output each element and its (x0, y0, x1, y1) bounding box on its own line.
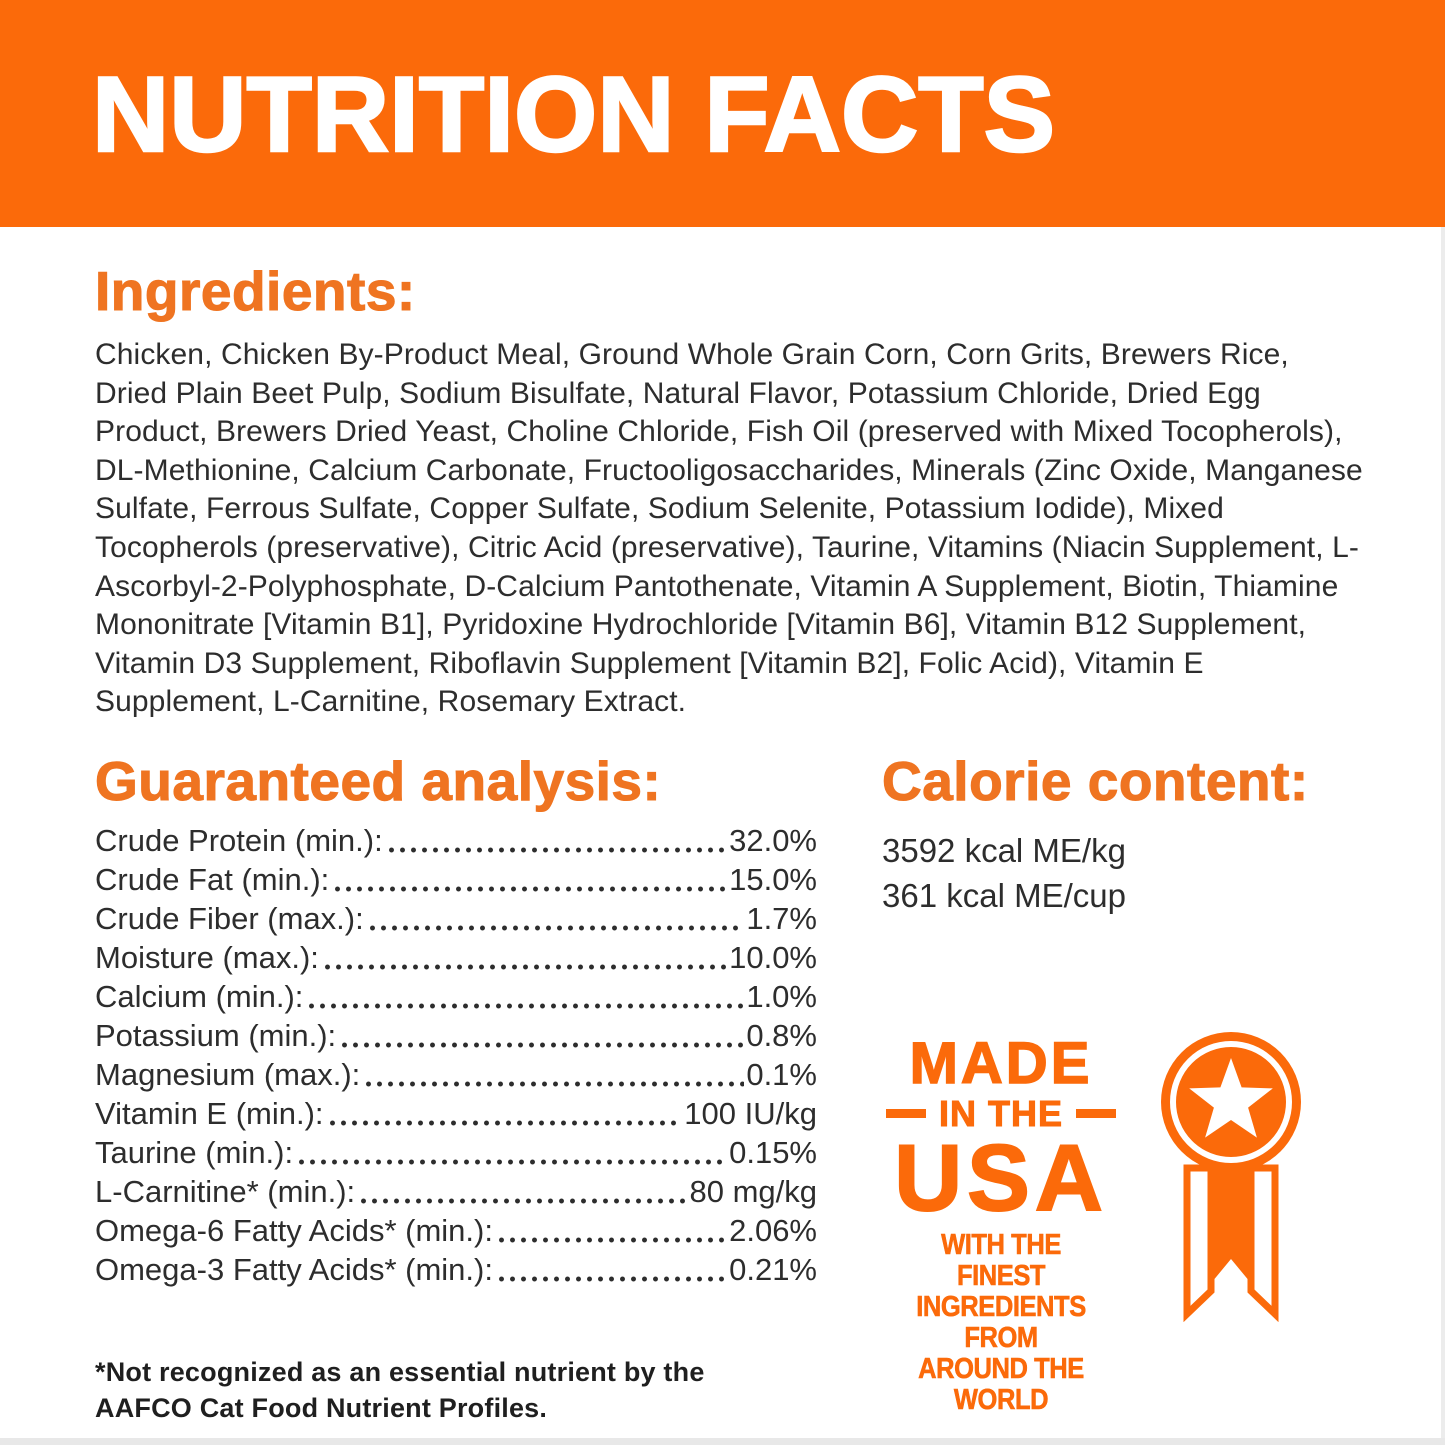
dot-leader (296, 1158, 728, 1165)
analysis-row: Potassium (min.): 0.8% (95, 1016, 817, 1055)
dash-left (885, 1109, 926, 1119)
dot-leader (358, 1197, 688, 1204)
dash-right (1076, 1109, 1116, 1119)
header-band: NUTRITION FACTS (0, 0, 1445, 227)
analysis-label: Crude Fat (min.): (95, 861, 330, 897)
right-edge-strip (1441, 227, 1445, 1445)
guaranteed-analysis-table: Crude Protein (min.): 32.0% Crude Fat (m… (95, 821, 817, 1289)
analysis-value: 0.21% (729, 1251, 817, 1287)
analysis-row: Omega-6 Fatty Acids* (min.): 2.06% (95, 1211, 817, 1250)
calorie-content-heading: Calorie content: (881, 749, 1309, 812)
analysis-label: Moisture (max.): (95, 939, 319, 975)
analysis-row: Taurine (min.): 0.15% (95, 1133, 817, 1172)
dot-leader (366, 924, 745, 931)
analysis-row: Crude Fiber (max.): 1.7% (95, 899, 817, 938)
tagline-line-3: AROUND THE WORLD (918, 1352, 1085, 1416)
analysis-value: 0.8% (746, 1017, 817, 1053)
calorie-per-cup: 361 kcal ME/cup (882, 876, 1126, 914)
bottom-edge-strip (0, 1438, 1445, 1445)
analysis-value: 2.06% (729, 1212, 817, 1248)
analysis-row: L-Carnitine* (min.): 80 mg/kg (95, 1172, 817, 1211)
analysis-value: 100 IU/kg (684, 1095, 817, 1131)
analysis-row: Calcium (min.): 1.0% (95, 977, 817, 1016)
two-column-area: Guaranteed analysis: Crude Protein (min.… (94, 749, 1385, 1416)
analysis-label: L-Carnitine* (min.): (95, 1173, 356, 1209)
analysis-label: Crude Fiber (max.): (95, 900, 364, 936)
in-the-label: IN THE (938, 1092, 1063, 1134)
tagline-line-2: INGREDIENTS FROM (916, 1290, 1087, 1354)
analysis-row: Crude Protein (min.): 32.0% (95, 821, 817, 860)
made-in-usa-text: MADE IN THE USA WITH THE FINEST INGREDIE… (882, 1030, 1120, 1416)
analysis-label: Calcium (min.): (95, 978, 304, 1014)
dot-leader (385, 846, 728, 853)
made-in-usa-badge: MADE IN THE USA WITH THE FINEST INGREDIE… (882, 1030, 1385, 1416)
dot-leader (321, 963, 728, 970)
made-in-usa-tagline: WITH THE FINEST INGREDIENTS FROM AROUND … (896, 1228, 1105, 1416)
analysis-label: Magnesium (max.): (95, 1056, 361, 1092)
ingredients-section: Ingredients: Chicken, Chicken By-Product… (94, 259, 1385, 722)
dot-leader (363, 1080, 745, 1087)
analysis-label: Crude Protein (min.): (95, 822, 383, 858)
analysis-value: 32.0% (729, 822, 817, 858)
tagline-line-1: WITH THE FINEST (941, 1228, 1062, 1292)
analysis-label: Vitamin E (min.): (95, 1095, 324, 1131)
analysis-label: Potassium (min.): (95, 1017, 337, 1053)
in-the-line: IN THE (882, 1092, 1120, 1134)
analysis-label: Taurine (min.): (95, 1134, 294, 1170)
analysis-value: 0.1% (746, 1056, 817, 1092)
calorie-and-badge-column: Calorie content: 3592 kcal ME/kg 361 kca… (881, 749, 1385, 1416)
dot-leader (339, 1041, 745, 1048)
dot-leader (332, 885, 728, 892)
usa-line: USA (893, 1124, 1108, 1230)
analysis-value: 0.15% (729, 1134, 817, 1170)
guaranteed-analysis-heading: Guaranteed analysis: (94, 749, 662, 812)
analysis-value: 80 mg/kg (689, 1173, 817, 1209)
analysis-row: Magnesium (max.): 0.1% (95, 1055, 817, 1094)
analysis-value: 1.0% (746, 978, 817, 1014)
analysis-value: 10.0% (729, 939, 817, 975)
dot-leader (326, 1119, 683, 1126)
analysis-row: Moisture (max.): 10.0% (95, 938, 817, 977)
analysis-row: Omega-3 Fatty Acids* (min.): 0.21% (95, 1250, 817, 1289)
analysis-value: 15.0% (729, 861, 817, 897)
label-content: Ingredients: Chicken, Chicken By-Product… (0, 259, 1445, 1416)
footnote: *Not recognized as an essential nutrient… (95, 1357, 705, 1423)
ingredients-text: Chicken, Chicken By-Product Meal, Ground… (95, 338, 1363, 719)
analysis-row: Vitamin E (min.): 100 IU/kg (95, 1094, 817, 1133)
dot-leader (495, 1275, 728, 1282)
award-ribbon-icon (1161, 1031, 1301, 1322)
analysis-row: Crude Fat (min.): 15.0% (95, 860, 817, 899)
dot-leader (495, 1236, 728, 1243)
analysis-label: Omega-6 Fatty Acids* (min.): (95, 1212, 493, 1248)
ingredients-heading: Ingredients: (94, 259, 416, 322)
dot-leader (306, 1002, 745, 1009)
calorie-per-kg: 3592 kcal ME/kg (882, 831, 1126, 869)
analysis-label: Omega-3 Fatty Acids* (min.): (95, 1251, 493, 1287)
page-title: NUTRITION FACTS (91, 52, 1056, 175)
made-line: MADE (909, 1030, 1093, 1096)
analysis-value: 1.7% (746, 900, 817, 936)
guaranteed-analysis-section: Guaranteed analysis: Crude Protein (min.… (94, 749, 817, 1416)
